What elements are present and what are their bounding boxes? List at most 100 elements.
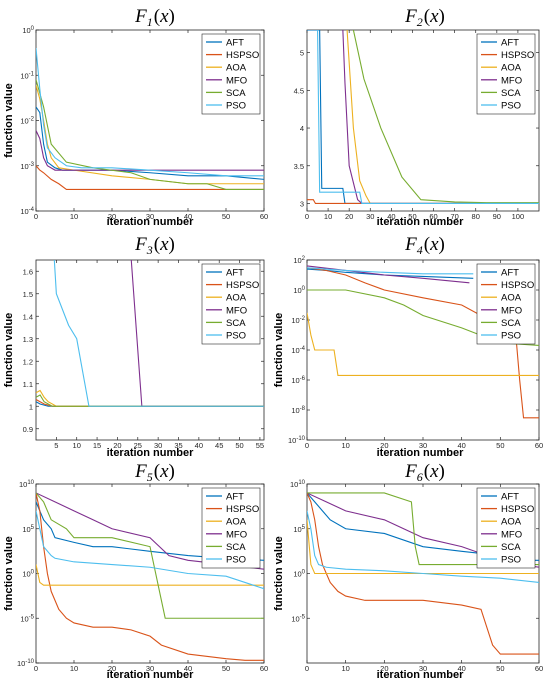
series-line-hspso [36,165,264,190]
y-tick-label-exp: 0 [302,286,306,292]
series-line-sca [352,30,539,204]
x-tick-label: 5 [54,441,58,450]
x-tick-label: 40 [195,441,203,450]
y-tick-label-base: 10 [22,570,30,579]
legend-label: SCA [501,542,521,553]
chart-title-var: F [134,234,147,255]
legend-label: HSPSO [226,504,259,515]
series-line-hspso [307,492,539,655]
chart-title-var: F [404,461,417,482]
y-tick-label: 10-10 [288,436,306,445]
series-line-hspso [307,267,539,419]
chart-title-paren-close: ) [439,6,445,27]
chart-title-sub: 6 [417,470,423,484]
y-tick-label: 1010 [19,480,35,489]
y-tick-label: 100 [293,570,305,579]
x-tick-label: 60 [260,664,268,673]
chart-title: F5(x) [134,461,175,484]
legend-label: HSPSO [226,280,259,291]
x-tick-label: 20 [113,441,121,450]
series-line-pso [36,510,264,590]
chart-title-var: F [404,234,417,255]
legend-label: PSO [501,101,521,112]
chart-title-arg: x [429,234,439,255]
legend-label: PSO [226,331,246,342]
y-tick-label-base: 10 [19,480,27,489]
chart-title-sub: 3 [146,243,153,257]
x-tick-label: 20 [345,212,353,221]
x-tick-label: 40 [184,664,192,673]
chart-title: F1(x) [134,6,175,29]
y-tick-label-base: 10 [17,659,25,668]
legend-label: HSPSO [501,280,534,291]
y-tick-label-base: 10 [290,480,298,489]
chart-title-sub: 4 [417,243,423,257]
chart-panel: 0 10 20 30 40 50 60101010510010-5AFTHSPSOAOAMF… [273,461,543,681]
series-line-pso [317,30,539,205]
x-tick-label: 30 [154,441,162,450]
chart-title-paren-close: ) [439,461,445,482]
x-tick-label: 20 [380,441,388,450]
x-tick-label: 60 [260,212,268,221]
x-tick-label: 10 [70,212,78,221]
x-tick-label: 40 [457,441,465,450]
y-tick-label: 105 [22,525,34,534]
x-tick-label: 0 [305,664,309,673]
x-axis-label: iteration number [377,669,465,681]
x-tick-label: 10 [73,441,81,450]
y-tick-label-base: 10 [291,316,299,325]
x-tick-label: 50 [496,664,504,673]
x-tick-label: 30 [419,441,427,450]
y-tick-label: 1.1 [23,380,33,389]
y-tick-label: 100 [22,570,34,579]
y-tick-label-base: 10 [20,117,28,126]
y-tick-label-base: 10 [20,614,28,623]
legend-label: PSO [501,331,521,342]
x-tick-label: 90 [493,212,501,221]
legend-label: SCA [226,542,246,553]
legend-label: AFT [226,268,244,279]
y-tick-label: 10-8 [291,406,305,415]
series-line-aoa [36,564,264,586]
y-tick-label: 4 [300,124,304,133]
x-tick-label: 70 [450,212,458,221]
y-tick-label-exp: 5 [31,525,35,531]
y-tick-label-exp: 0 [31,570,35,576]
y-tick-label-exp: 5 [302,525,306,531]
chart-panel: 0 10 20 30 40 50 6010210010-210-410-610-810-10… [273,234,543,459]
y-tick-label: 102 [293,256,305,265]
series-group [36,47,264,190]
y-axis-label: function value [3,83,15,158]
y-tick-label-base: 10 [291,614,299,623]
y-tick-label: 10-10 [17,659,35,668]
y-tick-label: 10-5 [20,614,34,623]
y-tick-label-base: 10 [20,162,28,171]
legend-box [476,33,536,115]
chart-title: F3(x) [134,234,175,257]
legend-label: AFT [501,492,519,503]
legend-box [476,487,536,569]
y-tick-label-exp: -6 [300,376,306,382]
chart-title-arg: x [429,6,439,27]
x-tick-label: 25 [134,441,142,450]
series-line-pso [307,267,474,275]
legend-label: SCA [226,318,246,329]
series-line-hspso [36,492,264,661]
x-axis-label: iteration number [107,669,195,681]
y-tick-label: 1010 [290,480,306,489]
x-tick-label: 40 [387,212,395,221]
y-tick-label-base: 10 [291,346,299,355]
x-tick-label: 0 [305,441,309,450]
chart-title: F4(x) [404,234,445,257]
legend-label: AOA [226,63,247,74]
y-tick-label: 3 [300,199,304,208]
chart-title-paren-close: ) [169,6,175,27]
x-axis-label: iteration number [377,216,465,228]
chart-title-sub: 5 [147,470,153,484]
legend-label: HSPSO [501,504,534,515]
y-tick-label-base: 10 [22,26,30,35]
x-tick-label: 60 [535,664,543,673]
